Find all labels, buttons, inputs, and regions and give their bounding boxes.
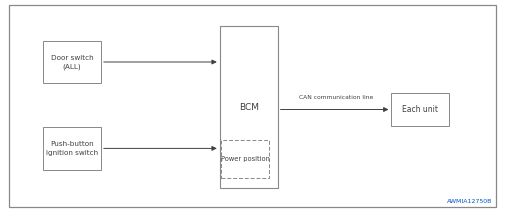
Bar xyxy=(221,140,269,178)
Text: CAN communication line: CAN communication line xyxy=(298,95,373,100)
Bar xyxy=(391,93,449,126)
Bar xyxy=(43,127,101,170)
Text: Push-button
ignition switch: Push-button ignition switch xyxy=(46,141,98,156)
Text: AWMIA12750B: AWMIA12750B xyxy=(447,199,492,204)
Text: Power position: Power position xyxy=(221,156,270,162)
Bar xyxy=(220,26,278,188)
Text: BCM: BCM xyxy=(239,103,259,113)
Bar xyxy=(43,41,101,83)
Text: Each unit: Each unit xyxy=(402,105,438,114)
Text: Door switch
(ALL): Door switch (ALL) xyxy=(50,55,93,70)
